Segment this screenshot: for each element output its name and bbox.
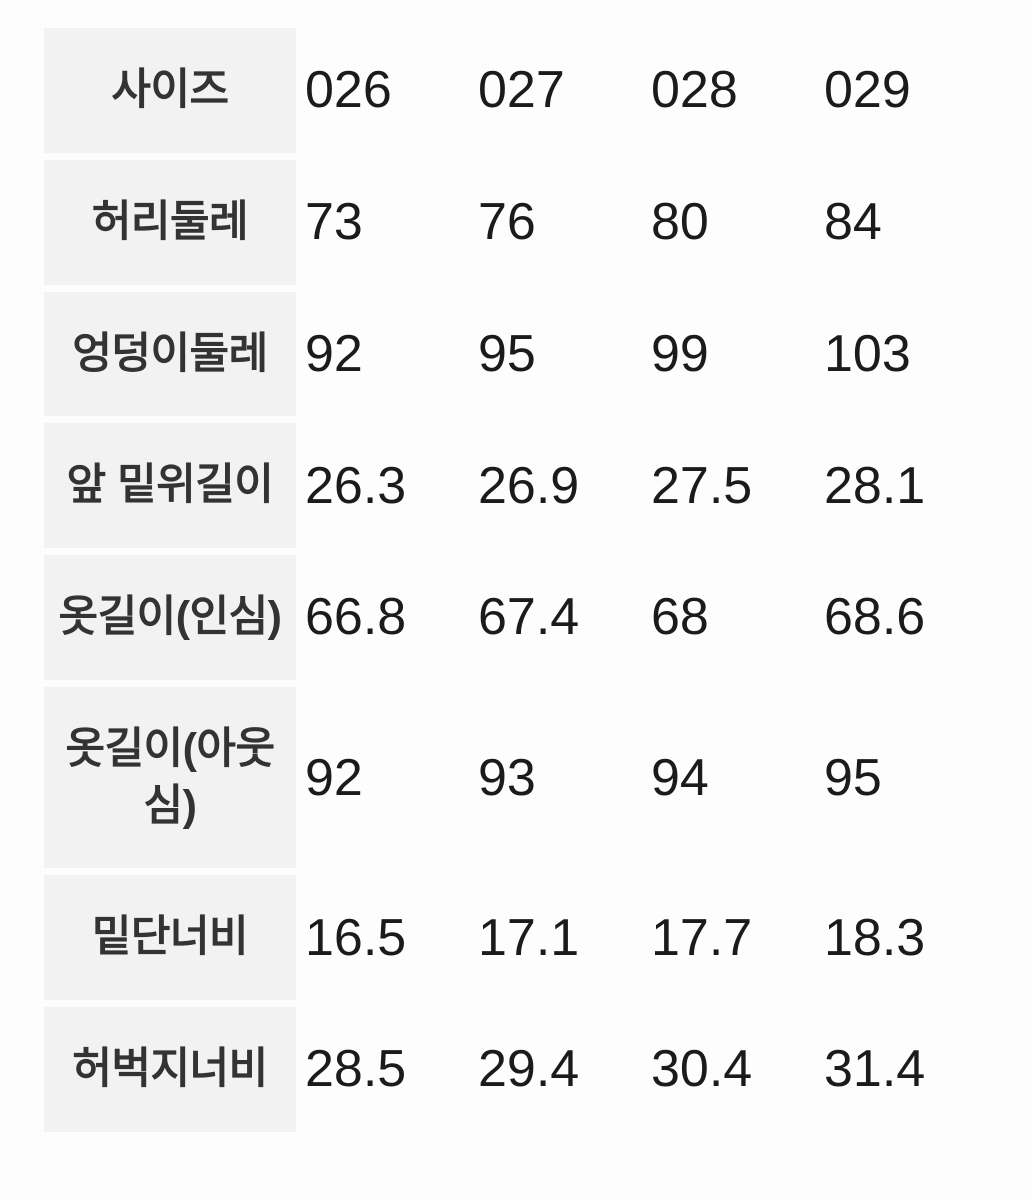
- table-row: 옷길이(인심) 66.8 67.4 68 68.6: [44, 555, 988, 680]
- table-header-row: 사이즈 026 027 028 029: [44, 28, 988, 153]
- measurement-value: 26.3: [305, 456, 407, 515]
- measurement-value: 67.4: [478, 588, 580, 647]
- measurement-value: 28.1: [824, 456, 926, 515]
- size-option: 029: [824, 61, 911, 120]
- measurement-value: 84: [824, 193, 882, 252]
- size-option: 027: [478, 61, 565, 120]
- measurement-value: 29.4: [478, 1040, 580, 1099]
- measurement-value: 31.4: [824, 1040, 926, 1099]
- measurement-row-label: 옷길이(인심): [44, 555, 296, 680]
- measurement-row-label: 허리둘레: [44, 159, 296, 285]
- measurement-value: 99: [651, 324, 709, 383]
- measurement-value: 80: [651, 193, 709, 252]
- measurement-value: 103: [824, 324, 911, 383]
- measurement-value: 76: [478, 193, 536, 252]
- size-option: 028: [651, 61, 738, 120]
- measurement-value: 66.8: [305, 588, 407, 647]
- measurement-value: 93: [478, 748, 536, 807]
- measurement-value: 68: [651, 588, 709, 647]
- table-row: 옷길이(아웃심) 92 93 94 95: [44, 686, 988, 869]
- table-row: 앞 밑위길이 26.3 26.9 27.5 28.1: [44, 423, 988, 548]
- measurement-row-label: 밑단너비: [44, 875, 296, 1000]
- measurement-row-label: 허벅지너비: [44, 1007, 296, 1132]
- measurement-value: 92: [305, 324, 363, 383]
- measurement-value: 17.7: [651, 908, 753, 967]
- measurement-value: 73: [305, 193, 363, 252]
- table-row: 허벅지너비 28.5 29.4 30.4 31.4: [44, 1007, 988, 1132]
- measurement-value: 95: [824, 748, 882, 807]
- measurement-value: 26.9: [478, 456, 580, 515]
- measurement-value: 30.4: [651, 1040, 753, 1099]
- measurement-row-label: 엉덩이둘레: [44, 291, 296, 417]
- measurement-value: 92: [305, 748, 363, 807]
- size-header-label: 사이즈: [44, 28, 296, 153]
- table-row: 허리둘레 73 76 80 84: [44, 159, 988, 285]
- measurement-value: 95: [478, 324, 536, 383]
- table-row: 엉덩이둘레 92 95 99 103: [44, 291, 988, 417]
- measurement-value: 17.1: [478, 908, 580, 967]
- measurement-value: 18.3: [824, 908, 926, 967]
- measurement-value: 27.5: [651, 456, 753, 515]
- table-row: 밑단너비 16.5 17.1 17.7 18.3: [44, 875, 988, 1000]
- measurement-value: 28.5: [305, 1040, 407, 1099]
- size-option: 026: [305, 61, 392, 120]
- measurement-row-label: 앞 밑위길이: [44, 423, 296, 548]
- measurement-value: 68.6: [824, 588, 926, 647]
- measurement-value: 16.5: [305, 908, 407, 967]
- measurement-value: 94: [651, 748, 709, 807]
- measurement-row-label: 옷길이(아웃심): [44, 686, 296, 869]
- size-table: 사이즈 026 027 028 029 허리둘레 73 76 80 84 엉덩이둘레 92 95 99 10…: [44, 28, 988, 1132]
